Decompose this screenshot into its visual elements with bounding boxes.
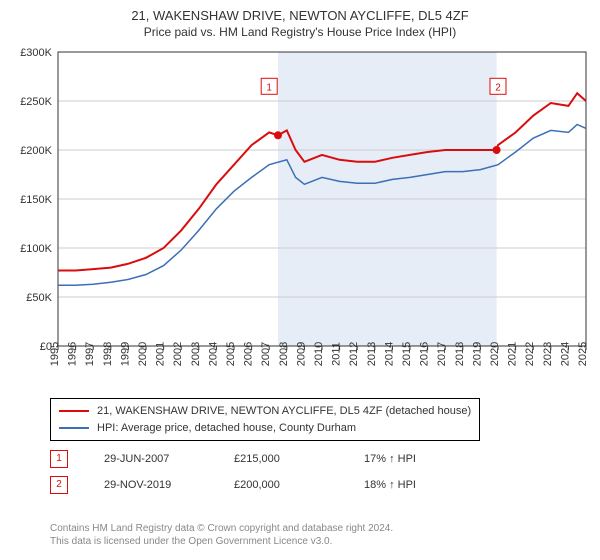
xtick-label: 2016 <box>419 342 431 366</box>
xtick-label: 2000 <box>137 342 149 366</box>
page: 21, WAKENSHAW DRIVE, NEWTON AYCLIFFE, DL… <box>0 0 600 560</box>
xtick-label: 2006 <box>243 342 255 366</box>
chart-title: 21, WAKENSHAW DRIVE, NEWTON AYCLIFFE, DL… <box>0 0 600 23</box>
footer-line2: This data is licensed under the Open Gov… <box>50 535 393 548</box>
xtick-label: 2014 <box>383 342 395 366</box>
xtick-label: 1995 <box>49 342 61 366</box>
xtick-label: 1997 <box>84 342 96 366</box>
legend-row: 21, WAKENSHAW DRIVE, NEWTON AYCLIFFE, DL… <box>59 403 471 420</box>
xtick-label: 1996 <box>67 342 79 366</box>
xtick-label: 2015 <box>401 342 413 366</box>
marker-table-date: 29-JUN-2007 <box>104 453 234 465</box>
xtick-label: 1998 <box>102 342 114 366</box>
legend-swatch <box>59 410 89 412</box>
marker-table-delta: 17% ↑ HPI <box>364 453 494 465</box>
xtick-label: 2019 <box>471 342 483 366</box>
xtick-label: 2004 <box>207 342 219 366</box>
xtick-label: 2017 <box>436 342 448 366</box>
xtick-label: 2013 <box>366 342 378 366</box>
xtick-label: 2007 <box>260 342 272 366</box>
xtick-label: 2012 <box>348 342 360 366</box>
xtick-label: 1999 <box>119 342 131 366</box>
chart: £0£50K£100K£150K£200K£250K£300K199519961… <box>10 46 590 386</box>
legend: 21, WAKENSHAW DRIVE, NEWTON AYCLIFFE, DL… <box>50 398 480 441</box>
footer-line1: Contains HM Land Registry data © Crown c… <box>50 522 393 535</box>
ytick-label: £250K <box>20 96 52 108</box>
marker-num-2: 2 <box>495 82 501 93</box>
ytick-label: £50K <box>26 292 52 304</box>
ytick-label: £200K <box>20 145 52 157</box>
marker-table-box: 2 <box>50 476 68 494</box>
chart-subtitle: Price paid vs. HM Land Registry's House … <box>0 23 600 39</box>
marker-table-row: 1 29-JUN-2007£215,00017% ↑ HPI <box>50 446 494 472</box>
legend-label: HPI: Average price, detached house, Coun… <box>97 420 356 437</box>
xtick-label: 2022 <box>524 342 536 366</box>
xtick-label: 2023 <box>542 342 554 366</box>
marker-table-date: 29-NOV-2019 <box>104 479 234 491</box>
xtick-label: 2009 <box>295 342 307 366</box>
marker-table-delta: 18% ↑ HPI <box>364 479 494 491</box>
chart-svg: £0£50K£100K£150K£200K£250K£300K199519961… <box>10 46 590 386</box>
marker-table-price: £200,000 <box>234 479 364 491</box>
legend-label: 21, WAKENSHAW DRIVE, NEWTON AYCLIFFE, DL… <box>97 403 471 420</box>
legend-swatch <box>59 427 89 429</box>
xtick-label: 2021 <box>507 342 519 366</box>
ytick-label: £100K <box>20 243 52 255</box>
xtick-label: 2010 <box>313 342 325 366</box>
marker-table-price: £215,000 <box>234 453 364 465</box>
ytick-label: £300K <box>20 47 52 59</box>
marker-dot-1 <box>274 131 282 139</box>
xtick-label: 2025 <box>577 342 589 366</box>
footer: Contains HM Land Registry data © Crown c… <box>50 522 393 548</box>
xtick-label: 2005 <box>225 342 237 366</box>
marker-table: 1 29-JUN-2007£215,00017% ↑ HPI 2 29-NOV-201… <box>50 446 494 498</box>
ytick-label: £150K <box>20 194 52 206</box>
legend-row: HPI: Average price, detached house, Coun… <box>59 420 471 437</box>
xtick-label: 2001 <box>155 342 167 366</box>
marker-table-box: 1 <box>50 450 68 468</box>
xtick-label: 2020 <box>489 342 501 366</box>
marker-table-row: 2 29-NOV-2019£200,00018% ↑ HPI <box>50 472 494 498</box>
marker-dot-2 <box>493 146 501 154</box>
xtick-label: 2002 <box>172 342 184 366</box>
marker-num-1: 1 <box>266 82 272 93</box>
xtick-label: 2018 <box>454 342 466 366</box>
xtick-label: 2024 <box>559 342 571 366</box>
xtick-label: 2003 <box>190 342 202 366</box>
xtick-label: 2008 <box>278 342 290 366</box>
